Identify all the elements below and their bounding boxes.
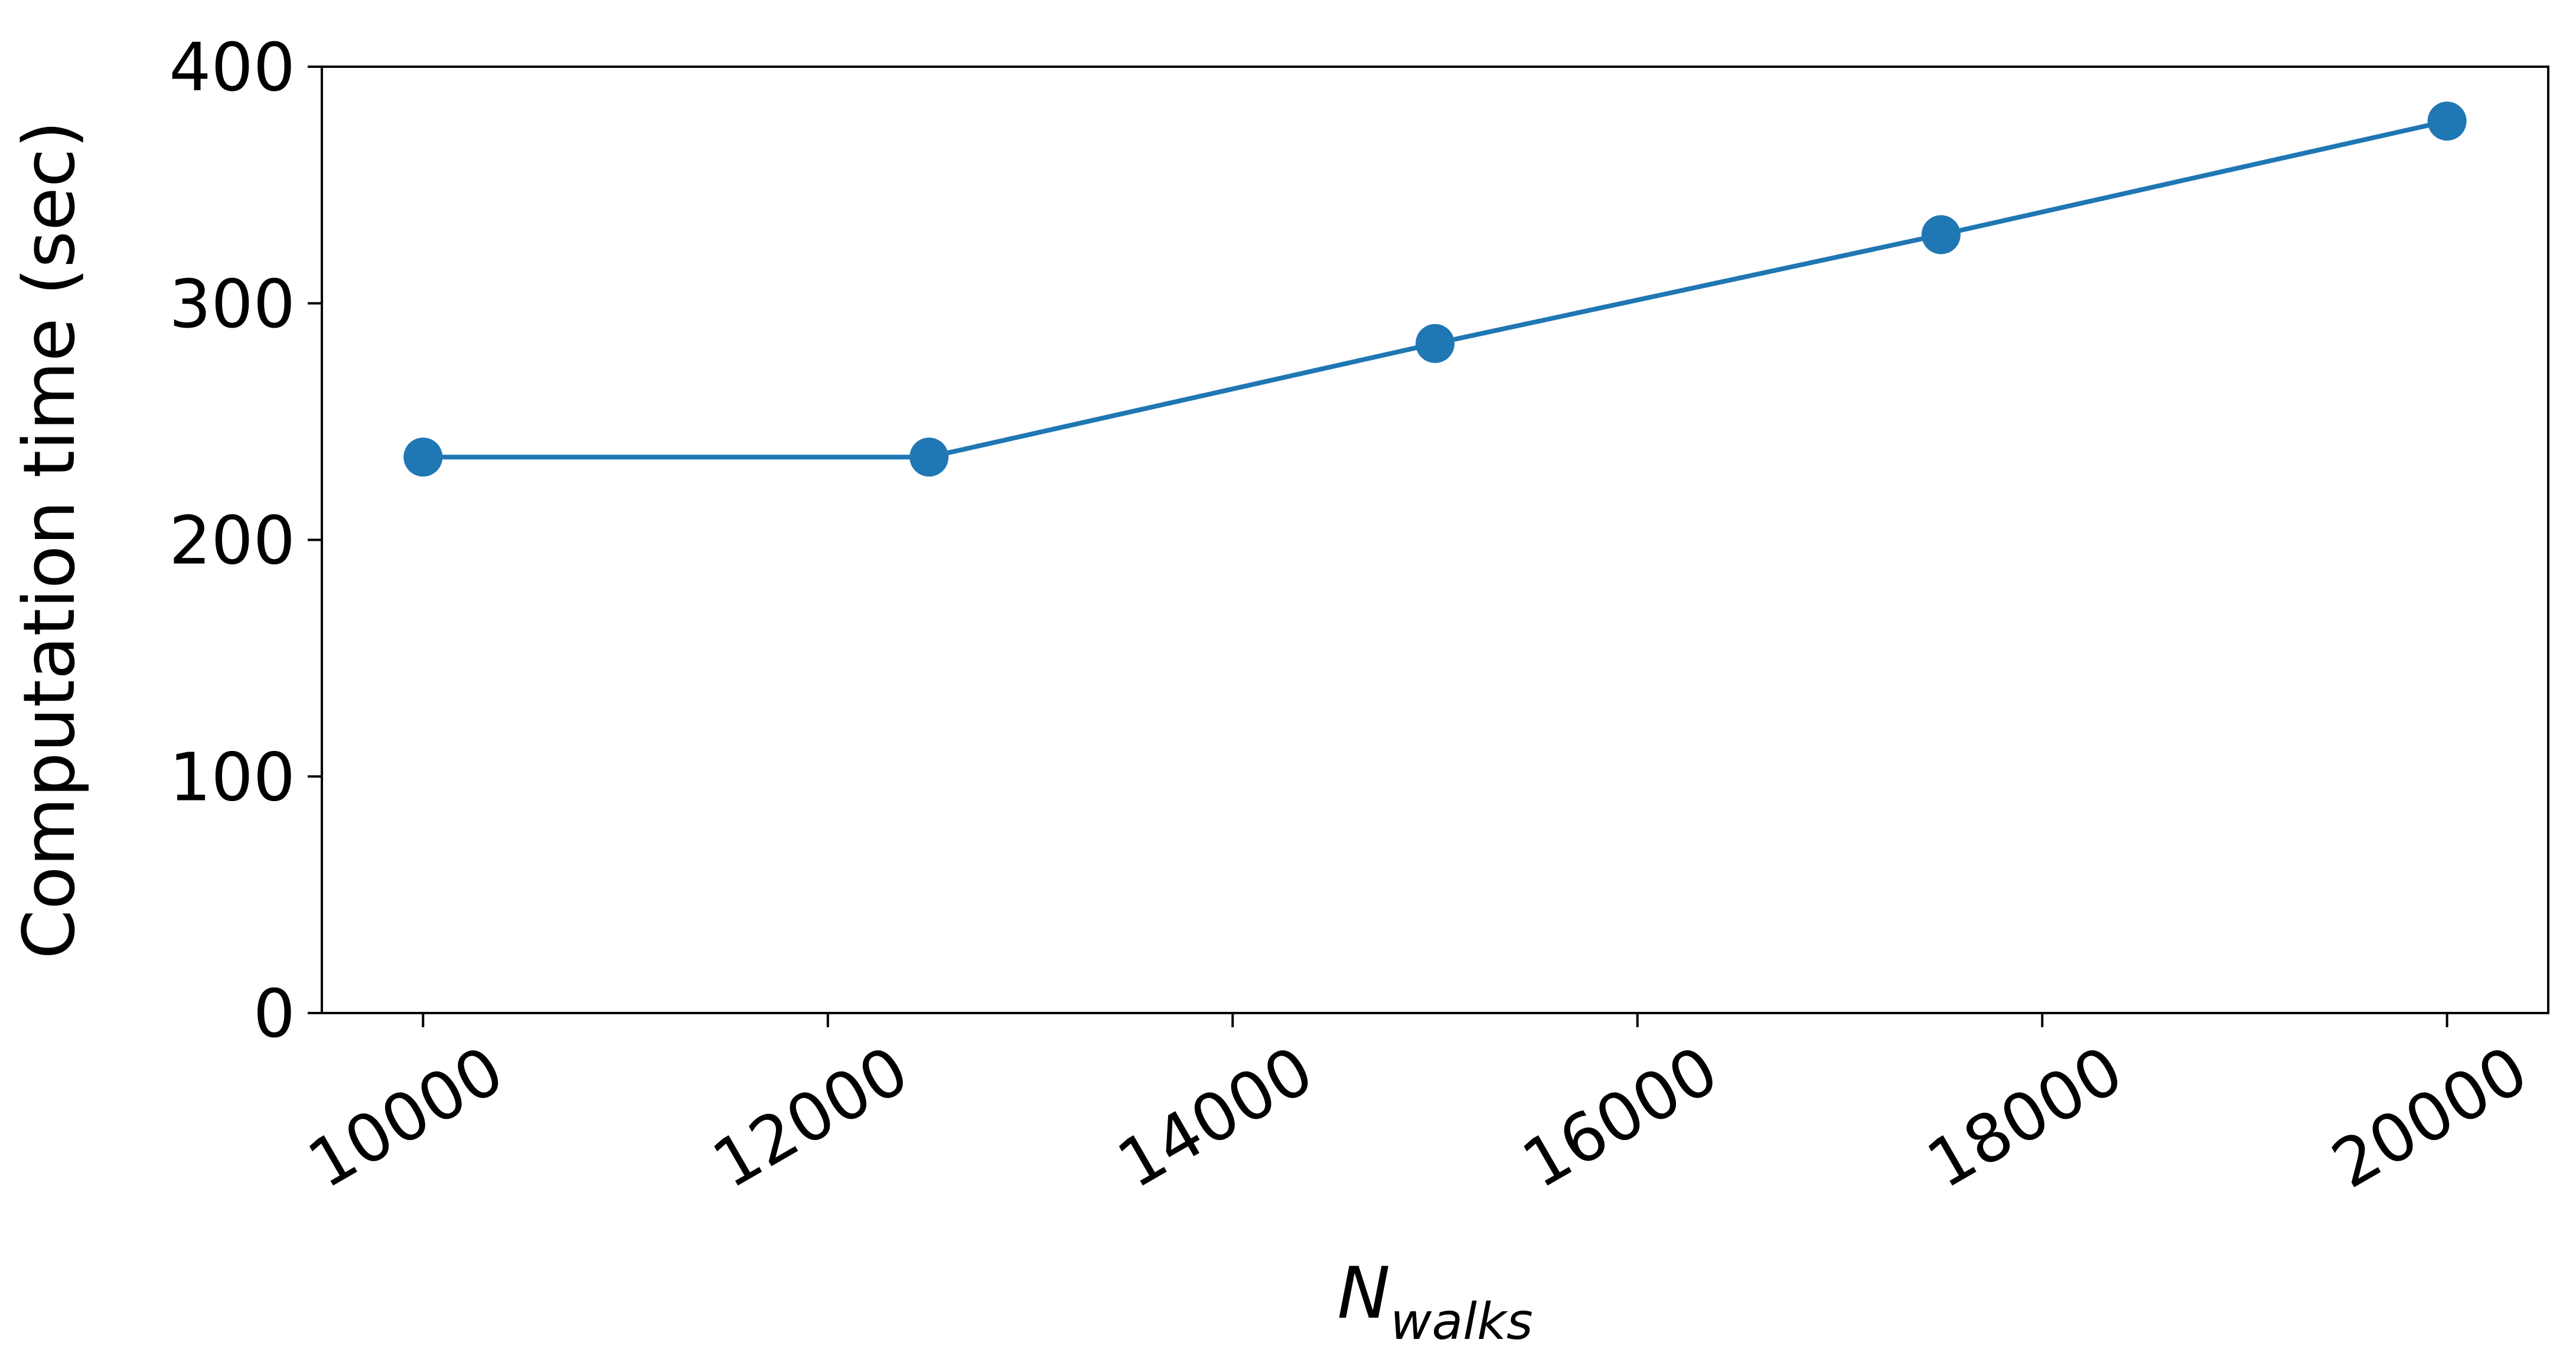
x-tick-label: 14000: [1105, 1032, 1326, 1204]
y-tick-label: 400: [169, 30, 295, 106]
y-tick-label: 200: [169, 503, 295, 580]
y-axis-ticks: 0 100 200 300 400: [169, 30, 322, 1053]
data-point: [1921, 215, 1961, 254]
series-line: [423, 119, 2448, 460]
x-tick-label: 12000: [700, 1032, 921, 1204]
x-tick-label: 20000: [2320, 1032, 2541, 1204]
series-layer: [403, 102, 2467, 477]
x-tick-label: 10000: [296, 1032, 517, 1204]
y-tick-label: 100: [169, 739, 295, 816]
x-axis-label-main: N: [1337, 1253, 1390, 1335]
x-tick-label: 16000: [1510, 1032, 1731, 1204]
data-point: [909, 437, 949, 477]
data-point: [403, 437, 443, 477]
x-axis-label-subscript: walks: [1390, 1292, 1533, 1351]
x-tick-label: 18000: [1915, 1032, 2135, 1204]
y-tick-label: 0: [253, 976, 295, 1053]
plot-frame: [321, 66, 2549, 1014]
x-axis-label: Nwalks: [1337, 1253, 1532, 1351]
y-axis-label: Computation time (sec): [9, 120, 91, 959]
y-tick-label: 300: [169, 266, 295, 343]
x-axis-ticks: 10000 12000 14000 16000 18000 20000: [296, 1013, 2541, 1204]
data-point: [2427, 102, 2467, 141]
data-point: [1416, 324, 1455, 363]
